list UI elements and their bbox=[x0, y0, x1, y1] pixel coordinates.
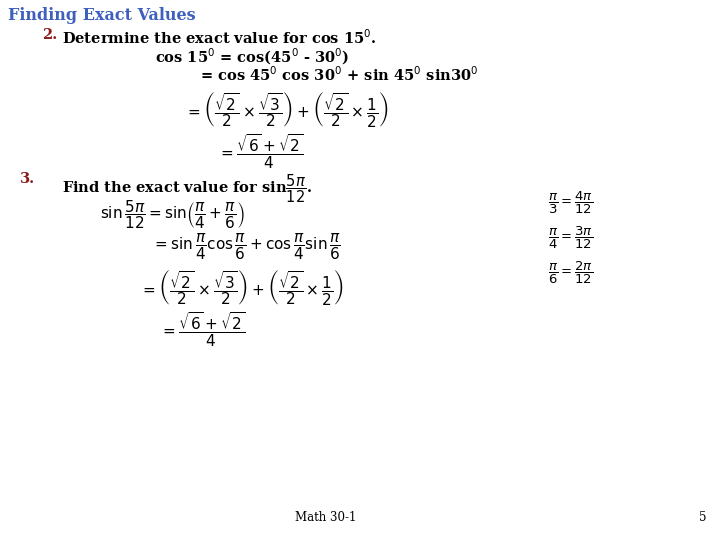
Text: $\dfrac{\pi}{3} = \dfrac{4\pi}{12}$: $\dfrac{\pi}{3} = \dfrac{4\pi}{12}$ bbox=[548, 190, 593, 216]
Text: $= \left(\dfrac{\sqrt{2}}{2} \times \dfrac{\sqrt{3}}{2}\right) + \left(\dfrac{\s: $= \left(\dfrac{\sqrt{2}}{2} \times \dfr… bbox=[185, 90, 389, 129]
Text: $\dfrac{\pi}{6} = \dfrac{2\pi}{12}$: $\dfrac{\pi}{6} = \dfrac{2\pi}{12}$ bbox=[548, 260, 593, 286]
Text: $= \sin\dfrac{\pi}{4}\cos\dfrac{\pi}{6} + \cos\dfrac{\pi}{4}\sin\dfrac{\pi}{6}$: $= \sin\dfrac{\pi}{4}\cos\dfrac{\pi}{6} … bbox=[152, 232, 341, 262]
Text: = cos 45$^0$ cos 30$^0$ + sin 45$^0$ sin30$^0$: = cos 45$^0$ cos 30$^0$ + sin 45$^0$ sin… bbox=[200, 65, 479, 84]
Text: $\dfrac{\pi}{4} = \dfrac{3\pi}{12}$: $\dfrac{\pi}{4} = \dfrac{3\pi}{12}$ bbox=[548, 225, 593, 251]
Text: 3.: 3. bbox=[20, 172, 35, 186]
Text: 5: 5 bbox=[698, 511, 706, 524]
Text: $\sin\dfrac{5\pi}{12} = \sin\!\left(\dfrac{\pi}{4}+\dfrac{\pi}{6}\right)$: $\sin\dfrac{5\pi}{12} = \sin\!\left(\dfr… bbox=[100, 198, 245, 231]
Text: Finding Exact Values: Finding Exact Values bbox=[8, 7, 196, 24]
Text: Determine the exact value for cos 15$^0$.: Determine the exact value for cos 15$^0$… bbox=[62, 28, 377, 46]
Text: $= \left(\dfrac{\sqrt{2}}{2} \times \dfrac{\sqrt{3}}{2}\right) + \left(\dfrac{\s: $= \left(\dfrac{\sqrt{2}}{2} \times \dfr… bbox=[140, 268, 343, 307]
Text: $= \dfrac{\sqrt{6}+\sqrt{2}}{4}$: $= \dfrac{\sqrt{6}+\sqrt{2}}{4}$ bbox=[160, 310, 246, 349]
Text: $= \dfrac{\sqrt{6}+\sqrt{2}}{4}$: $= \dfrac{\sqrt{6}+\sqrt{2}}{4}$ bbox=[218, 132, 303, 171]
Text: Math 30-1: Math 30-1 bbox=[295, 511, 356, 524]
Text: cos 15$^0$ = cos(45$^0$ - 30$^0$): cos 15$^0$ = cos(45$^0$ - 30$^0$) bbox=[155, 47, 349, 68]
Text: Find the exact value for sin$\dfrac{5\pi}{12}$.: Find the exact value for sin$\dfrac{5\pi… bbox=[62, 172, 312, 205]
Text: 2.: 2. bbox=[42, 28, 58, 42]
